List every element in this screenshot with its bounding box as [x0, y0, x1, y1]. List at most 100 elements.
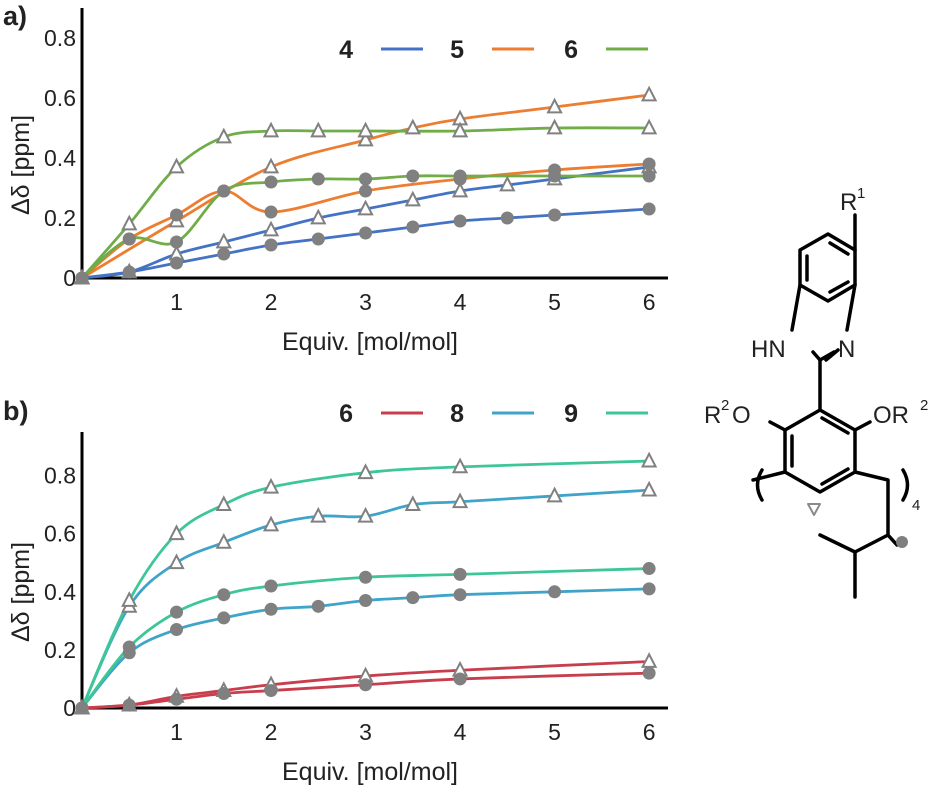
y-tick-label: 0.4 [44, 579, 76, 605]
markers-a [73, 85, 658, 285]
legend-a: 4 5 6 [339, 36, 648, 64]
y-tick-label: 0.6 [44, 521, 76, 547]
y-axis-label-b: Δδ [ppm] [7, 542, 35, 642]
y-tick-label: 0.8 [44, 25, 76, 51]
data-point-circle [170, 256, 184, 270]
data-point-circle [453, 567, 467, 581]
data-point-circle [359, 570, 373, 584]
data-point-circle [264, 684, 278, 698]
x-tick-label: 4 [454, 719, 467, 745]
markers-b [73, 451, 658, 715]
r1-label: R [840, 189, 857, 216]
data-point-triangle [546, 118, 563, 135]
legend-label: 4 [339, 36, 353, 64]
data-point-triangle [215, 495, 232, 512]
data-point-triangle [121, 591, 138, 607]
data-point-circle [359, 678, 373, 692]
data-point-circle [122, 698, 136, 712]
data-point-circle [453, 169, 467, 183]
data-point-circle [264, 238, 278, 252]
imidazole-double-bond [824, 348, 840, 362]
data-point-circle [264, 602, 278, 616]
y-tick-label: 0.8 [44, 463, 76, 489]
data-point-circle [170, 692, 184, 706]
ticks-b: 1 2 3 4 5 6 0 0.2 0.4 0.6 0.8 [44, 463, 655, 745]
data-point-circle [642, 582, 656, 596]
data-point-triangle [262, 121, 280, 138]
y-axis-label-a: Δδ [ppm] [7, 115, 35, 215]
legend-label: 8 [450, 400, 464, 428]
data-point-triangle [404, 190, 421, 207]
data-point-triangle [357, 121, 374, 138]
data-point-circle [548, 169, 562, 183]
data-point-circle [122, 232, 136, 246]
data-point-triangle [640, 480, 658, 497]
data-point-triangle [168, 524, 185, 541]
panel-letter-a: a) [3, 1, 27, 31]
data-point-triangle [168, 553, 185, 570]
data-point-triangle [262, 157, 280, 174]
data-point-circle [122, 640, 136, 654]
legend-label: 6 [564, 36, 578, 64]
repeat-count: 4 [912, 497, 920, 514]
data-point-triangle [262, 477, 280, 494]
data-point-circle [311, 599, 325, 613]
x-tick-label: 3 [359, 289, 372, 315]
data-point-triangle [546, 97, 563, 114]
data-point-triangle [451, 181, 469, 198]
legend-b: 6 8 9 [339, 400, 648, 428]
x-tick-label: 1 [170, 289, 183, 315]
y-tick-label: 0 [63, 695, 76, 721]
data-point-triangle [546, 486, 563, 503]
x-tick-label: 2 [265, 719, 278, 745]
data-point-circle [548, 585, 562, 599]
data-point-triangle [640, 85, 658, 102]
x-tick-label: 3 [359, 719, 372, 745]
data-point-triangle [310, 121, 327, 138]
data-point-triangle [310, 506, 327, 523]
data-point-triangle [499, 175, 516, 192]
data-point-circle [217, 184, 231, 198]
data-point-triangle [357, 506, 374, 523]
data-point-circle [548, 208, 562, 222]
n-label: N [838, 336, 855, 363]
x-tick-label: 2 [265, 289, 278, 315]
or2-right-label: OR [873, 402, 909, 429]
y-tick-label: 0.2 [44, 637, 76, 663]
data-point-circle [359, 184, 373, 198]
triangle-marker [807, 503, 821, 516]
data-point-triangle [640, 451, 658, 468]
data-point-circle [453, 214, 467, 228]
data-point-circle [170, 605, 184, 619]
data-point-triangle [357, 463, 374, 480]
branch [818, 533, 857, 599]
r2-right-sup: 2 [920, 397, 928, 414]
data-point-circle [170, 623, 184, 637]
data-point-triangle [215, 232, 232, 249]
data-point-triangle [357, 130, 374, 147]
data-point-triangle [262, 220, 280, 237]
data-point-circle [264, 175, 278, 189]
data-point-circle [75, 701, 89, 715]
data-point-circle [359, 594, 373, 608]
x-axis-label-b: Equiv. [mol/mol] [282, 758, 458, 786]
data-point-circle [359, 172, 373, 186]
structure-labels: R 1 HN N R 2 O OR 2 4 [704, 185, 928, 514]
panel-b: b) Δδ [ppm] Equiv. [mol/mol] 1 2 3 4 5 6 0 0.2 0… [3, 396, 668, 786]
legend-label: 9 [564, 400, 578, 428]
data-point-triangle [121, 214, 138, 231]
data-point-circle [406, 220, 420, 234]
data-point-circle [311, 232, 325, 246]
data-point-triangle [310, 208, 327, 225]
fit-curve-5-circle [81, 162, 650, 280]
legend-label: 6 [339, 400, 353, 428]
y-tick-label: 0.2 [44, 205, 76, 231]
x-tick-label: 1 [170, 719, 183, 745]
data-point-circle [642, 666, 656, 680]
r2-left-label: R [704, 402, 721, 429]
data-point-circle [75, 271, 89, 285]
data-point-triangle [404, 118, 421, 135]
data-point-circle [453, 672, 467, 686]
r1-sup: 1 [857, 185, 865, 202]
data-point-triangle [215, 533, 232, 549]
